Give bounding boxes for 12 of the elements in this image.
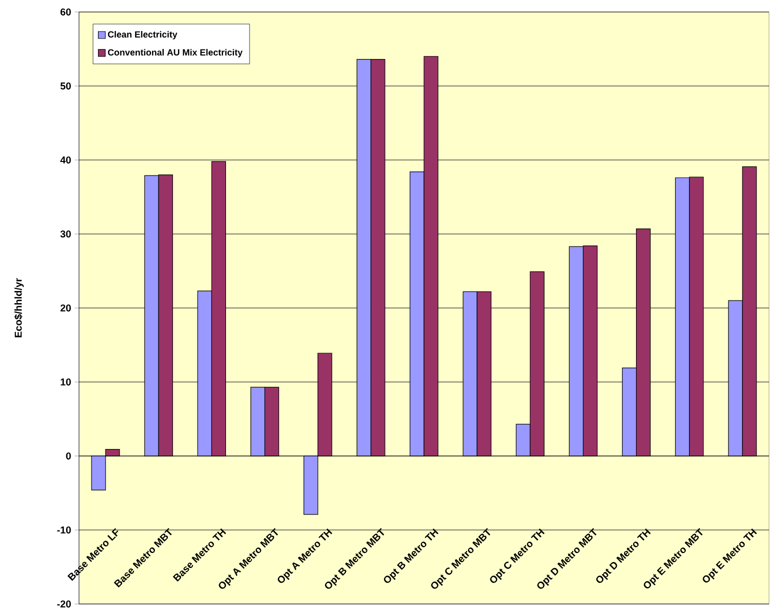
y-tick-label: 30 xyxy=(60,230,71,238)
y-tick-label: -10 xyxy=(57,526,71,534)
y-tick-label: -20 xyxy=(57,600,71,608)
y-tick-label: 40 xyxy=(60,156,71,164)
legend-label: Conventional AU Mix Electricity xyxy=(108,48,243,58)
legend-label: Clean Electricity xyxy=(108,31,178,40)
y-tick-label: 10 xyxy=(60,378,71,386)
y-tick-label: 20 xyxy=(60,304,71,312)
y-tick-label: 50 xyxy=(60,82,71,90)
y-tick-label: 0 xyxy=(66,452,71,460)
y-axis-title: Eco$/hhld/yr xyxy=(14,278,24,338)
y-tick-label: 60 xyxy=(60,8,71,16)
